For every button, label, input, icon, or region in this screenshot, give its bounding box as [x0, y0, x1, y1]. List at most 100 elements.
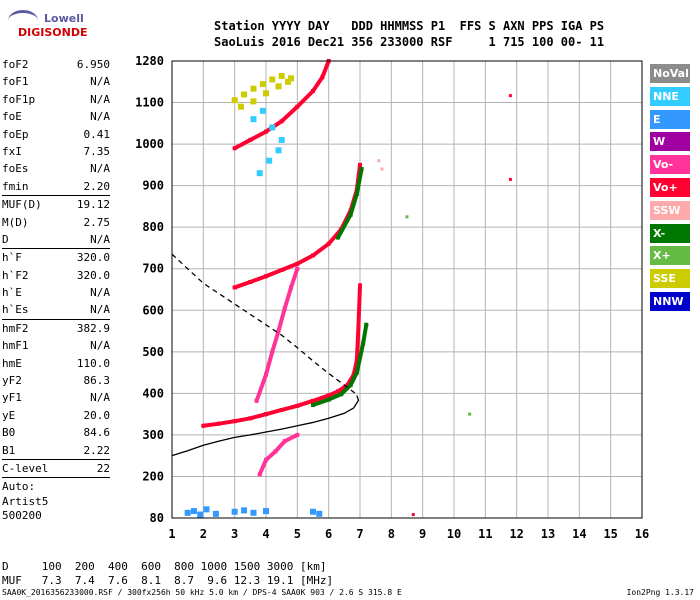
param-label: fmin	[2, 179, 29, 193]
param-value: 84.6	[83, 426, 111, 440]
echo-point	[278, 136, 285, 143]
echo-point	[190, 508, 197, 515]
param-separator	[2, 248, 110, 250]
param-value: 7.35	[83, 144, 111, 158]
legend-item: NNW	[650, 291, 690, 311]
param-row: foF2 6.950	[2, 56, 110, 73]
x-tick-label: 6	[325, 527, 332, 541]
param-row: B1 2.22	[2, 442, 110, 459]
echo-point	[320, 75, 325, 80]
echo-trace	[201, 283, 362, 428]
echo-point	[248, 416, 253, 421]
param-label: fxI	[2, 144, 22, 158]
param-label: foF1p	[2, 92, 36, 106]
y-tick-label: 800	[142, 220, 164, 234]
echo-point	[288, 75, 295, 82]
param-value: 2.22	[83, 443, 111, 457]
legend-item: X-	[650, 223, 690, 243]
param-row: yF1 N/A	[2, 389, 110, 406]
echo-point	[197, 511, 204, 518]
param-row: foEs N/A	[2, 160, 110, 177]
echo-point	[250, 98, 257, 105]
param-row: D N/A	[2, 231, 110, 248]
auto-program: Artist5	[2, 494, 49, 508]
echo-point	[275, 147, 282, 154]
y-tick-label: 1100	[135, 96, 164, 110]
y-tick-label: 500	[142, 345, 164, 359]
echo-point	[263, 90, 269, 97]
echo-point	[311, 402, 315, 407]
param-value: 110.0	[76, 356, 110, 370]
param-row: hmE 110.0	[2, 355, 110, 372]
param-label: foF2	[2, 58, 29, 71]
footer-version: Ion2Png 1.3.17	[626, 588, 694, 597]
echo-point	[468, 412, 472, 416]
logo-line1: Lowell	[44, 12, 84, 25]
echo-point	[348, 212, 353, 217]
param-row: foF1 N/A	[2, 73, 110, 90]
param-row: B0 84.6	[2, 424, 110, 441]
logo: Lowell DIGISONDE	[4, 6, 164, 46]
echo-point	[231, 97, 238, 104]
y-tick-label: 600	[142, 303, 164, 317]
echo-point	[278, 73, 285, 80]
echo-point	[254, 398, 259, 403]
echo-point	[354, 191, 359, 196]
param-row: foE N/A	[2, 108, 110, 125]
param-row: h`F2 320.0	[2, 267, 110, 284]
param-row: C-level 22	[2, 460, 110, 477]
param-label: yF2	[2, 374, 22, 388]
echo-point	[295, 403, 300, 408]
param-row: h`Es N/A	[2, 301, 110, 318]
profile-dashed-line	[171, 253, 358, 396]
param-label: B0	[2, 426, 16, 440]
param-separator	[2, 477, 110, 479]
legend-item: X+	[650, 246, 690, 266]
param-value: 320.0	[76, 268, 110, 282]
echo-point	[311, 398, 315, 403]
param-label: h`F	[2, 251, 22, 265]
legend-item: NoVal	[650, 64, 690, 83]
param-label: hmE	[2, 356, 22, 370]
legend-item: SSE	[650, 269, 690, 289]
echo-point	[256, 170, 263, 177]
param-value: N/A	[90, 339, 110, 353]
echo-point	[316, 510, 323, 517]
logo-arc-icon	[8, 10, 38, 31]
param-value: 20.0	[83, 408, 111, 422]
auto-version: 500200	[2, 509, 42, 522]
x-axis-ticks: 1 2 3 4 5 6 7 8 9 10 11 12 13 14 15 16	[168, 527, 649, 541]
density-profile-line	[171, 395, 360, 457]
y-tick-label: 200	[142, 469, 164, 483]
x-tick-label: 15	[603, 527, 617, 541]
param-row: yE 20.0	[2, 407, 110, 424]
param-value: N/A	[90, 92, 110, 106]
param-value: N/A	[90, 303, 110, 317]
echo-point	[339, 392, 344, 397]
echo-point	[311, 253, 315, 258]
echo-point	[231, 508, 238, 515]
param-label: yF1	[2, 391, 22, 405]
param-row: foEp 0.41	[2, 126, 110, 143]
param-row: MUF(D) 19.12	[2, 196, 110, 213]
echo-point	[359, 167, 364, 172]
footer-bar: SAA0K_2016356233000.RSF / 300fx256h 50 k…	[2, 588, 698, 597]
echo-point	[266, 157, 273, 164]
param-label: foF1	[2, 75, 29, 89]
param-value: 2.75	[83, 215, 111, 229]
echo-point	[273, 449, 278, 454]
param-separator	[2, 318, 110, 320]
param-value: N/A	[90, 75, 110, 89]
echo-point	[405, 215, 409, 219]
echo-point	[275, 83, 282, 90]
y-tick-label: 1000	[135, 137, 164, 151]
echo-point	[311, 89, 315, 94]
echo-point	[203, 506, 210, 513]
param-value: 19.12	[76, 198, 110, 212]
echo-point	[354, 370, 359, 375]
legend-item: SSW	[650, 200, 690, 220]
y-tick-label: 700	[142, 262, 164, 276]
echo-point	[269, 76, 276, 83]
echo-point	[411, 513, 415, 517]
param-row: hmF1 N/A	[2, 337, 110, 354]
